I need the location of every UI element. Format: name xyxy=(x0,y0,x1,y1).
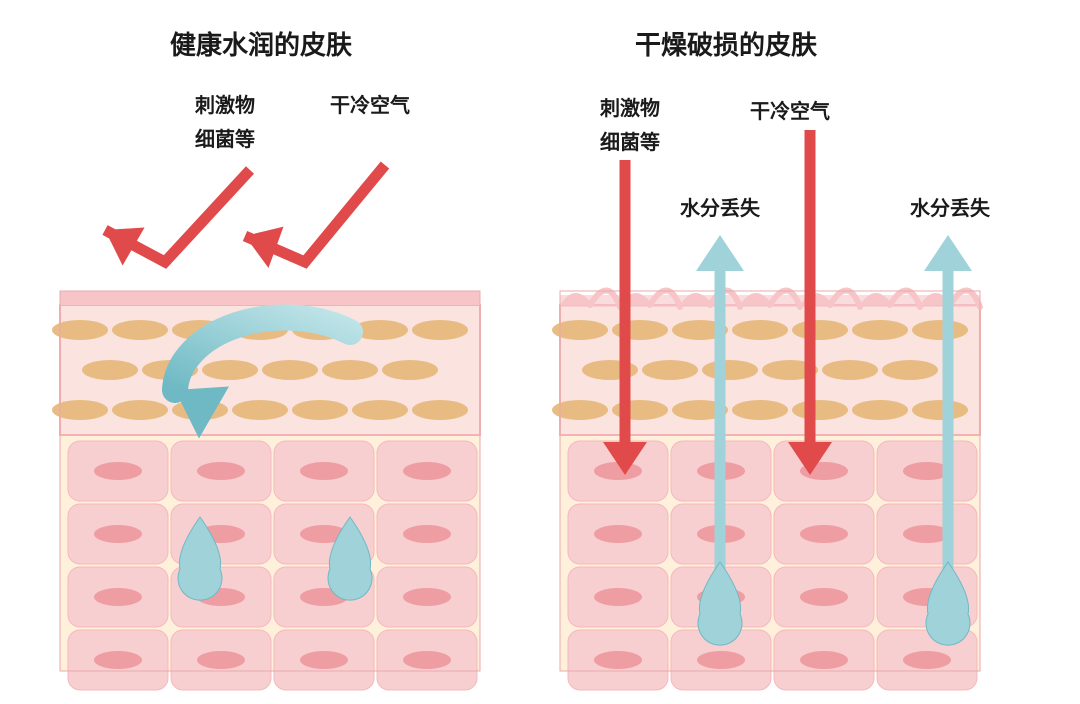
right-label-0: 刺激物 xyxy=(600,96,660,120)
left-label-0: 刺激物 xyxy=(195,93,255,117)
right-title: 干燥破损的皮肤 xyxy=(635,30,818,60)
right-label-1: 细菌等 xyxy=(600,130,660,154)
right-label-4: 水分丢失 xyxy=(910,196,991,220)
right-label-3: 水分丢失 xyxy=(680,196,761,220)
left-label-2: 干冷空气 xyxy=(330,93,410,117)
left-title: 健康水润的皮肤 xyxy=(170,30,353,60)
right-label-2: 干冷空气 xyxy=(750,99,830,123)
left-label-1: 细菌等 xyxy=(195,127,255,151)
